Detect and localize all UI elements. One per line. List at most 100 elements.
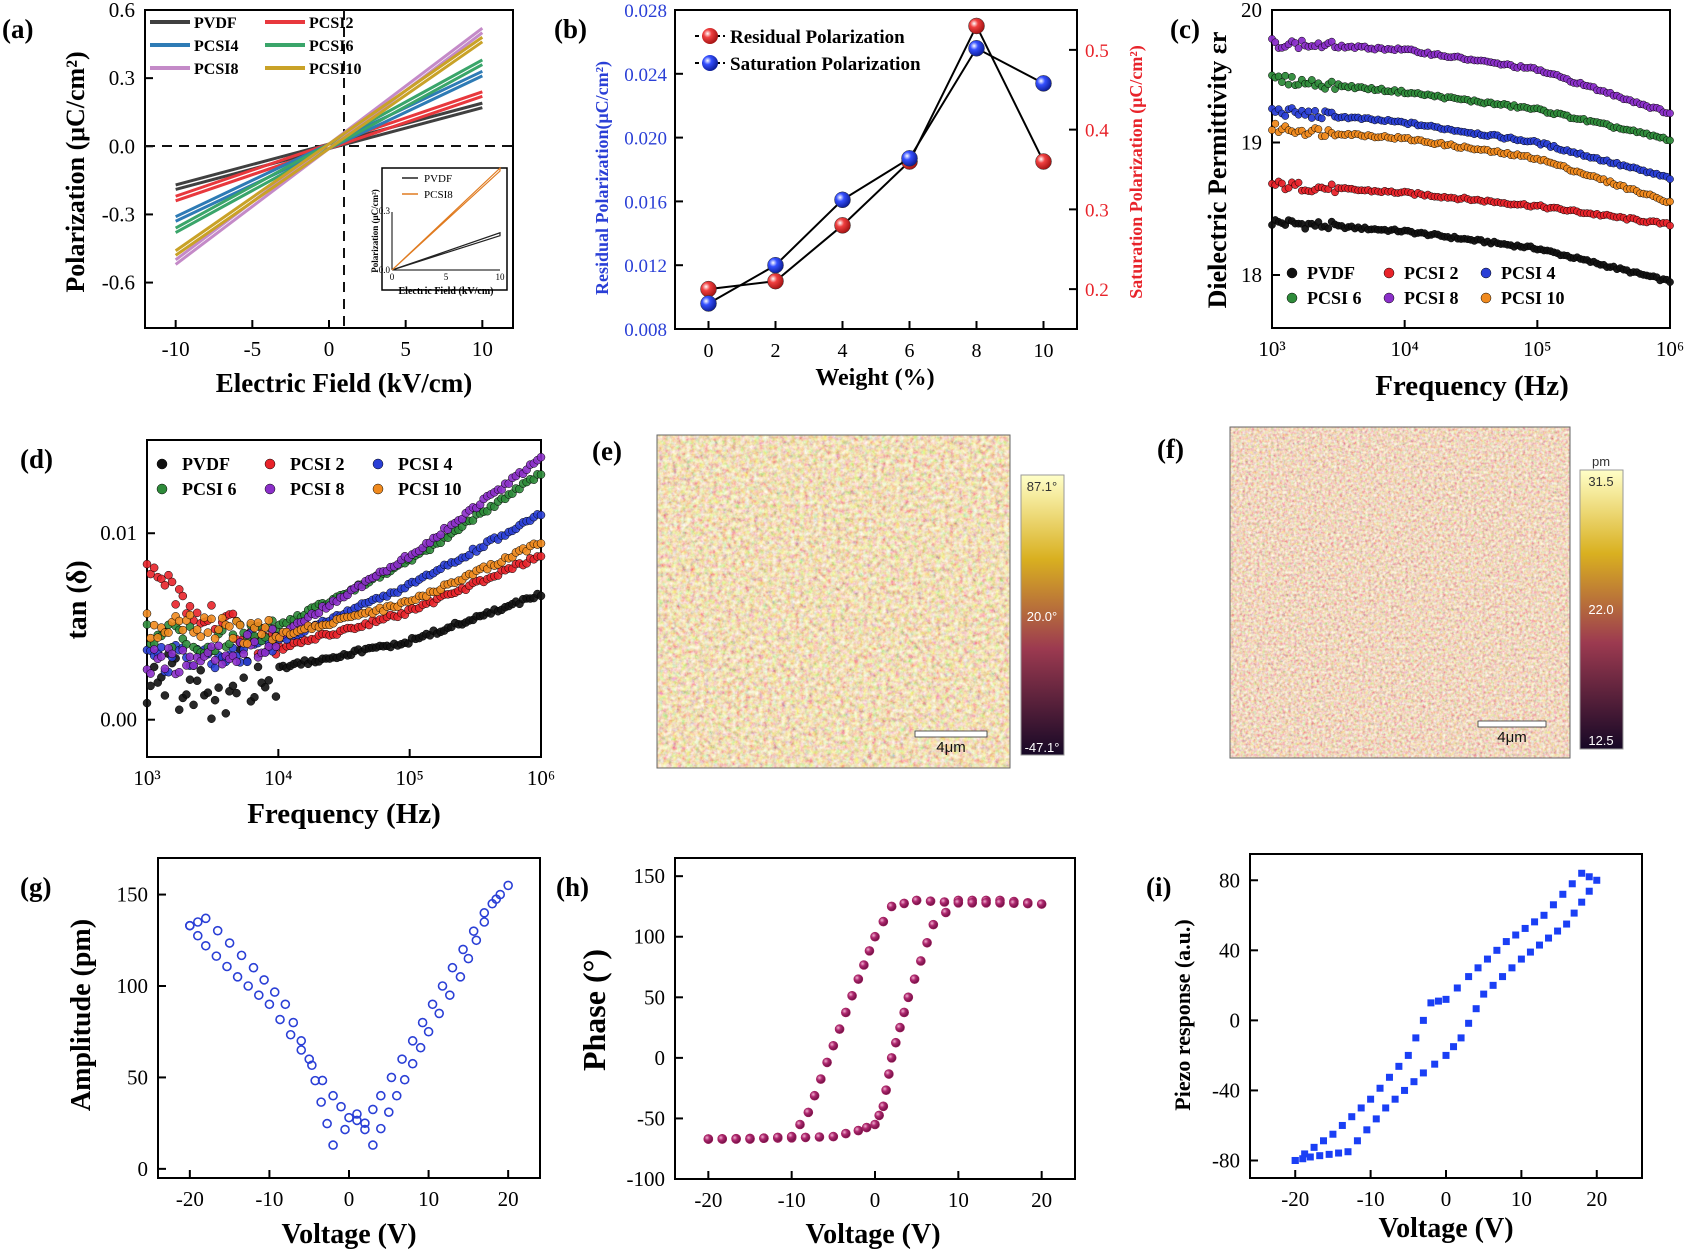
data-point xyxy=(536,510,546,520)
data-point xyxy=(1357,1104,1365,1112)
panel-b-xlabel: Weight (%) xyxy=(815,365,934,391)
data-point xyxy=(160,664,170,673)
afm-amplitude-image xyxy=(1230,427,1570,758)
data-point xyxy=(264,676,274,685)
data-point xyxy=(1593,876,1601,884)
y-tick-label: 0.00 xyxy=(100,708,137,732)
y-tick-label: 0.008 xyxy=(624,320,667,341)
y-tick-label: -80 xyxy=(1212,1148,1240,1172)
data-point xyxy=(878,1101,889,1112)
data-point xyxy=(1391,1095,1399,1103)
data-point xyxy=(1666,109,1674,118)
data-point xyxy=(767,256,784,274)
data-point xyxy=(280,999,291,1010)
data-point xyxy=(731,1134,741,1144)
data-point xyxy=(786,1131,797,1142)
y-tick-label: 0 xyxy=(138,1157,149,1181)
y-tick-label: 150 xyxy=(634,864,666,888)
data-point xyxy=(243,981,253,991)
data-point xyxy=(243,630,252,639)
data-point xyxy=(228,633,238,643)
data-point xyxy=(1306,1153,1314,1161)
data-point xyxy=(1666,197,1674,206)
data-point xyxy=(250,637,259,647)
x-tick-label: -10 xyxy=(1357,1187,1385,1211)
panel-b-axes: 0 2 4 6 8 10 0.008 0.012 0.016 0.020 0.024 0.028 0.2… xyxy=(624,1,1109,362)
data-point xyxy=(257,630,266,639)
x-tick-label: 20 xyxy=(498,1187,519,1211)
data-point xyxy=(1036,899,1047,909)
data-point xyxy=(1035,75,1052,92)
y-tick-label: -0.6 xyxy=(102,271,135,295)
data-point xyxy=(1517,955,1525,963)
data-point xyxy=(352,1115,362,1126)
colorbar-e-mid: 20.0° xyxy=(1027,609,1058,624)
data-point xyxy=(922,937,932,948)
y-tick-label: -0.3 xyxy=(102,202,135,226)
data-point xyxy=(909,974,920,984)
data-point xyxy=(264,999,275,1010)
legend-label: PCSI 10 xyxy=(1501,288,1565,308)
legend-label: PCSI 2 xyxy=(290,454,345,474)
y-tick-label: 20 xyxy=(1241,0,1262,22)
data-point xyxy=(745,1134,755,1144)
data-point xyxy=(899,1007,909,1018)
panel-a-legend: PVDF PCSI2 PCSI4 PCSI6 PCSI8 PCSI10 xyxy=(150,15,361,78)
data-point xyxy=(437,981,448,991)
data-point xyxy=(916,956,926,966)
data-point xyxy=(1457,1034,1465,1042)
data-point xyxy=(222,961,232,972)
data-point xyxy=(847,990,857,1001)
data-point xyxy=(911,895,922,906)
x-tick-label: 10⁵ xyxy=(396,766,424,790)
y-tick-label: 0 xyxy=(1230,1008,1241,1032)
data-point xyxy=(160,581,170,590)
data-point xyxy=(340,1124,350,1135)
data-point xyxy=(212,925,223,936)
x-tick-label: 10 xyxy=(948,1188,969,1212)
data-point xyxy=(228,681,238,691)
data-point xyxy=(275,1014,285,1025)
data-point xyxy=(1372,1115,1380,1123)
data-point xyxy=(822,1057,832,1068)
data-point xyxy=(1521,924,1529,932)
data-point xyxy=(1508,964,1516,972)
data-point xyxy=(210,663,220,673)
x-tick-label: 10⁶ xyxy=(527,766,555,790)
inset-y-tick: 0.0 xyxy=(379,265,391,275)
data-point xyxy=(479,908,490,918)
data-point xyxy=(536,552,546,561)
x-tick-label: 8 xyxy=(972,340,982,362)
y-tick-label: 18 xyxy=(1241,263,1262,287)
data-point xyxy=(336,1101,346,1112)
data-point xyxy=(142,620,152,629)
data-point xyxy=(196,666,205,675)
colorbar-f-max: 31.5 xyxy=(1588,474,1613,489)
y-tick-label: 0.028 xyxy=(624,1,667,22)
data-point xyxy=(1327,37,1336,46)
x-tick-label: 10 xyxy=(1034,340,1054,362)
panel-b-legend: Residual Polarization Saturation Polariza… xyxy=(695,27,921,75)
data-point xyxy=(939,897,950,907)
data-point xyxy=(1281,71,1290,80)
data-point xyxy=(1472,1005,1480,1013)
panel-c-ylabel: Dielectric Permittivity εr xyxy=(1203,32,1232,309)
x-tick-label: 0 xyxy=(870,1188,881,1212)
data-point xyxy=(1278,78,1286,86)
data-point xyxy=(536,539,546,548)
data-point xyxy=(214,641,223,651)
data-point xyxy=(881,1085,891,1095)
data-point xyxy=(828,1131,839,1142)
data-point xyxy=(703,1134,714,1144)
data-point xyxy=(1325,1150,1333,1158)
data-point xyxy=(1329,1130,1337,1138)
panel-h-ylabel: Phase (°) xyxy=(576,949,612,1071)
inset-x-tick: 0 xyxy=(390,272,395,282)
panel-g-xlabel: Voltage (V) xyxy=(281,1219,416,1250)
legend-label: PCSI 6 xyxy=(1307,288,1362,308)
data-point xyxy=(1531,918,1539,926)
data-point xyxy=(383,1107,394,1117)
y-right-tick-label: 0.4 xyxy=(1085,121,1109,142)
data-point xyxy=(211,951,222,961)
